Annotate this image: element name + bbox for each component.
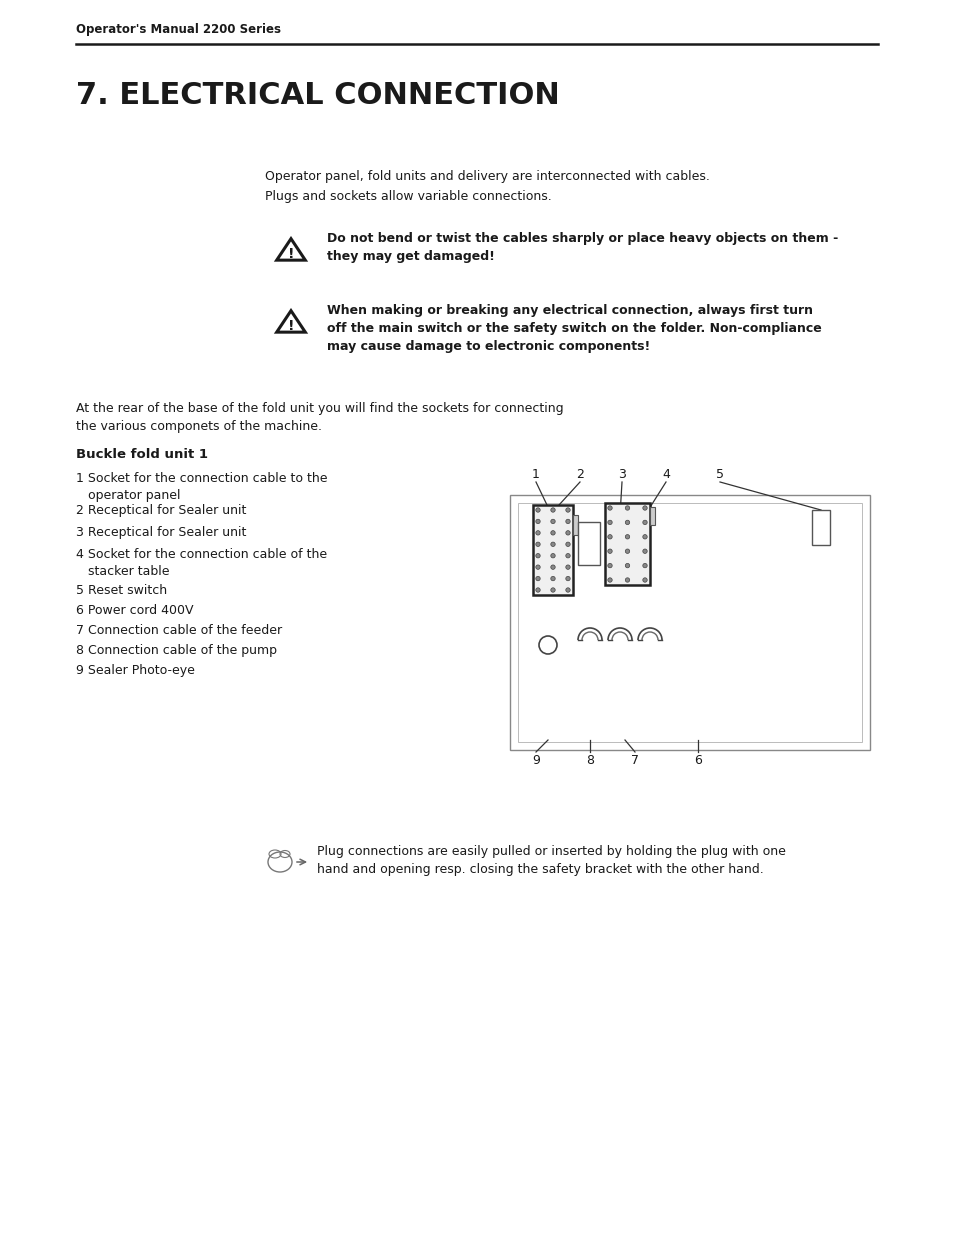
Bar: [533, 505, 573, 595]
Circle shape: [536, 577, 539, 580]
Text: 6 Power cord 400V: 6 Power cord 400V: [76, 604, 193, 618]
Text: When making or breaking any electrical connection, always first turn
off the mai: When making or breaking any electrical c…: [327, 304, 821, 353]
Bar: [517, 503, 862, 742]
Text: Operator's Manual 2200 Series: Operator's Manual 2200 Series: [76, 23, 281, 37]
Circle shape: [624, 578, 629, 582]
Text: Plug connections are easily pulled or inserted by holding the plug with one
hand: Plug connections are easily pulled or in…: [316, 845, 785, 876]
Circle shape: [607, 550, 612, 553]
Text: 3: 3: [618, 468, 625, 482]
Circle shape: [565, 519, 570, 524]
Text: 5: 5: [716, 468, 723, 482]
Text: 7: 7: [630, 753, 639, 767]
Text: At the rear of the base of the fold unit you will find the sockets for connectin: At the rear of the base of the fold unit…: [76, 403, 563, 433]
Circle shape: [550, 508, 555, 513]
Circle shape: [607, 563, 612, 568]
Text: !: !: [288, 247, 294, 261]
Circle shape: [565, 542, 570, 546]
Text: 9 Sealer Photo-eye: 9 Sealer Photo-eye: [76, 664, 194, 677]
Circle shape: [536, 519, 539, 524]
Circle shape: [550, 542, 555, 546]
Circle shape: [607, 506, 612, 510]
Bar: [604, 503, 649, 585]
Text: 3 Receptical for Sealer unit: 3 Receptical for Sealer unit: [76, 526, 246, 538]
Circle shape: [565, 564, 570, 569]
Text: 4 Socket for the connection cable of the
   stacker table: 4 Socket for the connection cable of the…: [76, 548, 327, 578]
Circle shape: [642, 535, 646, 538]
Bar: [649, 508, 655, 525]
Text: !: !: [288, 319, 294, 332]
Circle shape: [536, 508, 539, 513]
Text: 8 Connection cable of the pump: 8 Connection cable of the pump: [76, 643, 276, 657]
Circle shape: [565, 508, 570, 513]
Text: 2 Receptical for Sealer unit: 2 Receptical for Sealer unit: [76, 504, 246, 517]
Text: 9: 9: [532, 753, 539, 767]
Circle shape: [550, 577, 555, 580]
Text: Operator panel, fold units and delivery are interconnected with cables.: Operator panel, fold units and delivery …: [265, 170, 709, 183]
Bar: [510, 495, 869, 750]
Text: Plugs and sockets allow variable connections.: Plugs and sockets allow variable connect…: [265, 190, 551, 203]
Circle shape: [565, 531, 570, 535]
Circle shape: [550, 519, 555, 524]
Circle shape: [536, 542, 539, 546]
Text: 7. ELECTRICAL CONNECTION: 7. ELECTRICAL CONNECTION: [76, 80, 559, 110]
Text: 4: 4: [661, 468, 669, 482]
Text: 7 Connection cable of the feeder: 7 Connection cable of the feeder: [76, 624, 282, 637]
Circle shape: [550, 588, 555, 593]
Circle shape: [642, 578, 646, 582]
Circle shape: [565, 577, 570, 580]
Circle shape: [536, 564, 539, 569]
Circle shape: [624, 535, 629, 538]
Circle shape: [536, 531, 539, 535]
Bar: [811, 510, 829, 545]
Circle shape: [536, 588, 539, 593]
Circle shape: [550, 531, 555, 535]
Circle shape: [624, 550, 629, 553]
Bar: [578, 522, 599, 564]
Circle shape: [607, 535, 612, 538]
Text: 6: 6: [694, 753, 701, 767]
Circle shape: [550, 553, 555, 558]
Bar: [573, 515, 578, 535]
Circle shape: [624, 520, 629, 525]
Text: 1 Socket for the connection cable to the
   operator panel: 1 Socket for the connection cable to the…: [76, 472, 327, 501]
Circle shape: [624, 506, 629, 510]
Text: Do not bend or twist the cables sharply or place heavy objects on them -
they ma: Do not bend or twist the cables sharply …: [327, 232, 838, 263]
Text: 5 Reset switch: 5 Reset switch: [76, 584, 167, 597]
Text: 2: 2: [576, 468, 583, 482]
Circle shape: [642, 550, 646, 553]
Circle shape: [624, 563, 629, 568]
Text: Buckle fold unit 1: Buckle fold unit 1: [76, 448, 208, 461]
Circle shape: [536, 553, 539, 558]
Circle shape: [565, 588, 570, 593]
Circle shape: [550, 564, 555, 569]
Circle shape: [642, 563, 646, 568]
Circle shape: [607, 520, 612, 525]
Circle shape: [565, 553, 570, 558]
Text: 1: 1: [532, 468, 539, 482]
Text: 8: 8: [585, 753, 594, 767]
Circle shape: [607, 578, 612, 582]
Circle shape: [642, 506, 646, 510]
Circle shape: [642, 520, 646, 525]
